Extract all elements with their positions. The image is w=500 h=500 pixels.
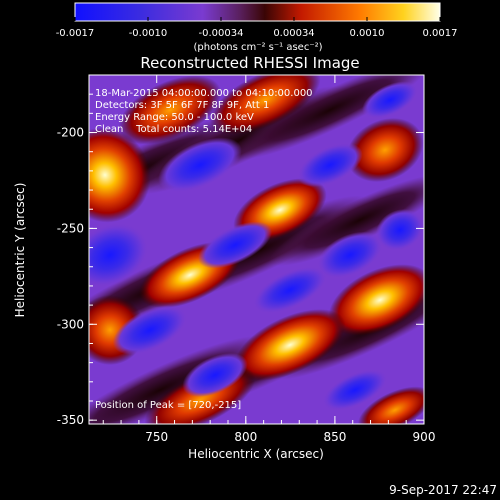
info-block: 18-Mar-2015 04:00:00.000 to 04:10:00.000…: [95, 88, 313, 135]
info-detectors: Detectors: 3F 5F 6F 7F 8F 9F, Att 1: [95, 100, 269, 111]
x-tick-label: 800: [234, 430, 257, 444]
x-tick-label: 750: [145, 430, 168, 444]
info-total-counts: Clean Total counts: 5.14E+04: [95, 124, 252, 135]
info-energy-range: Energy Range: 50.0 - 100.0 keV: [95, 112, 254, 123]
y-tick-label: -200: [57, 126, 84, 140]
peak-position-label: Position of Peak = [720,-215]: [95, 400, 241, 411]
colorbar-gradient: [74, 2, 441, 22]
info-time-range: 18-Mar-2015 04:00:00.000 to 04:10:00.000: [95, 88, 313, 99]
x-axis-label: Heliocentric X (arcsec): [188, 447, 324, 461]
colorbar-tick-label: 0.0010: [350, 28, 385, 39]
footer-date: 9-Sep-2017 22:47: [389, 483, 497, 497]
colorbar-units: (photons cm⁻² s⁻¹ asec⁻²): [193, 42, 322, 53]
colorbar-tick-labels: -0.0017 -0.0010 -0.00034 0.00034 0.0010 0.001…: [56, 28, 458, 39]
x-tick-label: 900: [413, 430, 436, 444]
reconstructed-image: [89, 75, 424, 424]
colorbar-tick-label: -0.00034: [199, 28, 244, 39]
y-tick-label: -250: [57, 221, 84, 235]
colorbar-tick-label: 0.00034: [273, 28, 314, 39]
plot-frame: [88, 74, 425, 425]
x-tick-label: 850: [323, 430, 346, 444]
plot-title: Reconstructed RHESSI Image: [140, 54, 359, 72]
colorbar: -0.0017 -0.0010 -0.00034 0.00034 0.0010 0.001…: [56, 2, 458, 53]
colorbar-tick-label: 0.0017: [423, 28, 458, 39]
colorbar-tick-label: -0.0010: [129, 28, 168, 39]
colorbar-ticks: [74, 17, 441, 21]
colorbar-tick-label: -0.0017: [56, 28, 95, 39]
y-axis-label: Heliocentric Y (arcsec): [13, 183, 27, 318]
x-axis-ticks: 750 800 850 900: [102, 75, 436, 444]
y-axis-ticks: -200 -250 -300 -350: [57, 93, 424, 427]
y-tick-label: -300: [57, 317, 84, 331]
y-tick-label: -350: [57, 413, 84, 427]
